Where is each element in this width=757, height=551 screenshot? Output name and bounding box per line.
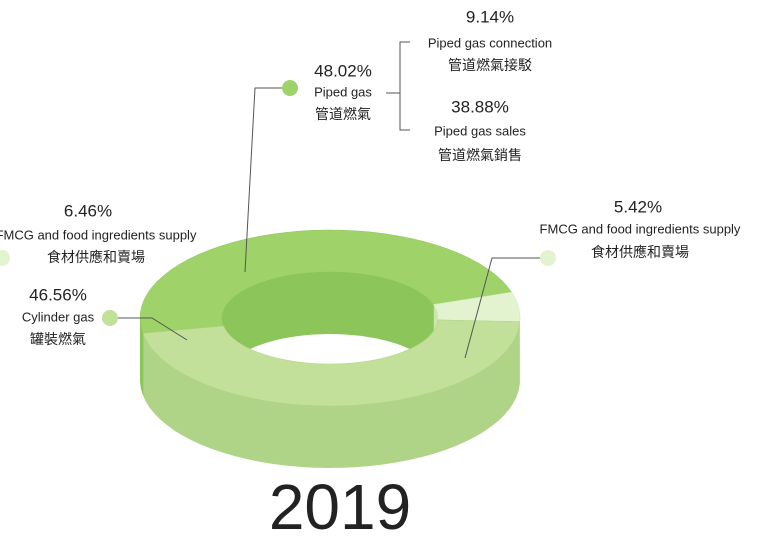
category-label-zh: 管道燃氣接駁 (448, 57, 532, 74)
chart-title: 2019 (269, 471, 411, 543)
value-label: 38.88% (451, 97, 509, 116)
value-label: 6.46% (64, 201, 112, 220)
category-label-zh: 罐裝燃氣 (30, 331, 86, 348)
legend-dot (282, 80, 298, 96)
category-label: Piped gas (314, 84, 372, 99)
leader-line (110, 317, 188, 341)
value-label: 48.02% (314, 61, 372, 80)
category-label: Piped gas connection (428, 35, 552, 50)
legend-dot (102, 310, 118, 326)
category-label-zh: 食材供應和賣場 (47, 249, 145, 266)
slice (142, 319, 521, 407)
legend-dot (540, 250, 556, 266)
category-label: Piped gas sales (434, 123, 526, 138)
value-label: 46.56% (29, 285, 87, 304)
leader-line (464, 257, 548, 359)
category-label: FMCG and food ingredients supply (540, 221, 741, 236)
category-label: FMCG and food ingredients supply (0, 227, 197, 242)
leader-line (244, 87, 290, 273)
category-label-zh: 管道燃氣銷售 (438, 147, 522, 164)
bracket (399, 41, 410, 131)
value-label: 5.42% (614, 197, 662, 216)
value-label: 9.14% (466, 7, 514, 26)
donut (139, 229, 521, 468)
category-label: Cylinder gas (22, 309, 95, 324)
category-label-zh: 食材供應和賣場 (591, 244, 689, 261)
legend-dot (0, 250, 10, 266)
category-label-zh: 管道燃氣 (315, 106, 371, 123)
